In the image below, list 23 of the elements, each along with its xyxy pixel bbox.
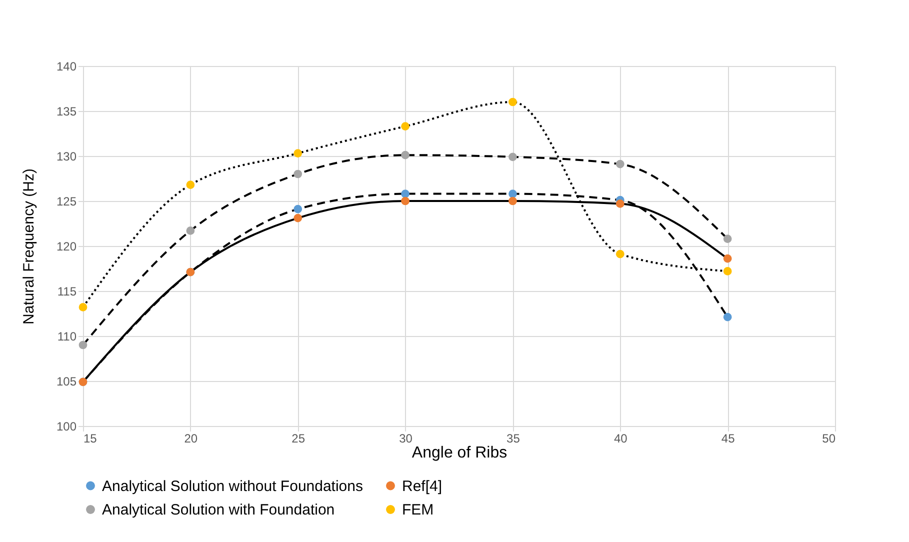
x-tick-label: 25 <box>292 432 306 446</box>
y-tick-label: 110 <box>57 330 77 344</box>
legend-label: Analytical Solution with Foundation <box>102 502 335 518</box>
y-tick-label: 130 <box>56 150 77 164</box>
y-tick-label: 105 <box>56 374 77 388</box>
y-axis-title: Natural Frequency (Hz) <box>20 168 38 324</box>
y-tick-label: 120 <box>56 240 77 254</box>
x-tick-label: 20 <box>184 432 198 446</box>
x-axis-title: Angle of Ribs <box>412 444 508 462</box>
y-tick-label: 140 <box>56 60 77 74</box>
legend-label: FEM <box>402 502 434 518</box>
x-tick-label: 35 <box>506 432 520 446</box>
x-tick-label: 40 <box>614 432 628 446</box>
y-tick-label: 125 <box>56 194 77 208</box>
y-tick-label: 115 <box>57 284 77 298</box>
y-tick-label: 100 <box>56 420 77 434</box>
x-tick-label: 45 <box>721 432 736 446</box>
x-tick-label: 15 <box>84 432 98 446</box>
legend-label: Analytical Solution without Foundations <box>102 478 363 495</box>
x-tick-label: 30 <box>399 432 413 446</box>
y-tick-label: 135 <box>56 104 77 118</box>
x-tick-label: 50 <box>822 432 836 446</box>
legend-label: Ref[4] <box>402 478 442 495</box>
